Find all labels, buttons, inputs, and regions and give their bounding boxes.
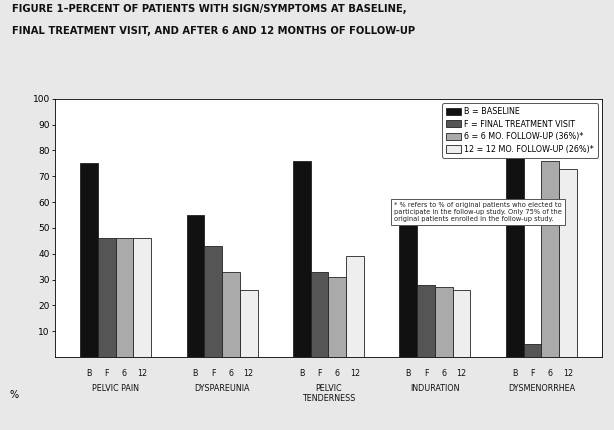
Text: F: F (104, 369, 109, 378)
Text: * % refers to % of original patients who elected to
participate in the follow-up: * % refers to % of original patients who… (394, 202, 562, 222)
Bar (133, 238, 151, 357)
Text: 12: 12 (456, 369, 467, 378)
Text: FIGURE 1–PERCENT OF PATIENTS WITH SIGN/SYMPTOMS AT BASELINE,: FIGURE 1–PERCENT OF PATIENTS WITH SIGN/S… (12, 4, 407, 14)
Bar (453, 290, 470, 357)
Text: B: B (512, 369, 518, 378)
Text: 12: 12 (244, 369, 254, 378)
Bar (559, 169, 577, 357)
Text: B: B (86, 369, 91, 378)
Text: DYSPAREUNIA: DYSPAREUNIA (194, 384, 250, 393)
Text: 6: 6 (335, 369, 340, 378)
Text: B: B (406, 369, 411, 378)
Text: PELVIC
TENDERNESS: PELVIC TENDERNESS (302, 384, 355, 403)
Text: F: F (530, 369, 535, 378)
Legend: B = BASELINE, F = FINAL TREATMENT VISIT, 6 = 6 MO. FOLLOW-UP (36%)*, 12 = 12 MO.: B = BASELINE, F = FINAL TREATMENT VISIT,… (442, 103, 597, 158)
Text: FINAL TREATMENT VISIT, AND AFTER 6 AND 12 MONTHS OF FOLLOW-UP: FINAL TREATMENT VISIT, AND AFTER 6 AND 1… (12, 26, 416, 36)
Text: B: B (193, 369, 198, 378)
Text: F: F (211, 369, 216, 378)
Text: 6: 6 (122, 369, 127, 378)
Bar (506, 132, 524, 357)
Text: %: % (10, 390, 19, 400)
Text: PELVIC PAIN: PELVIC PAIN (92, 384, 139, 393)
Bar (435, 287, 453, 357)
Bar (293, 161, 311, 357)
Text: INDURATION: INDURATION (410, 384, 460, 393)
Text: F: F (424, 369, 429, 378)
Text: F: F (317, 369, 322, 378)
Text: 6: 6 (228, 369, 233, 378)
Text: B: B (299, 369, 305, 378)
Bar (524, 344, 542, 357)
Bar (311, 272, 328, 357)
Bar (400, 212, 417, 357)
Text: 6: 6 (548, 369, 553, 378)
Text: DYSMENORRHEA: DYSMENORRHEA (508, 384, 575, 393)
Bar (222, 272, 240, 357)
Bar (80, 163, 98, 357)
Bar (542, 161, 559, 357)
Bar (204, 246, 222, 357)
Bar (240, 290, 257, 357)
Bar (417, 285, 435, 357)
Bar (328, 277, 346, 357)
Text: 12: 12 (563, 369, 573, 378)
Bar (187, 215, 204, 357)
Text: 12: 12 (137, 369, 147, 378)
Text: 6: 6 (441, 369, 446, 378)
Bar (115, 238, 133, 357)
Bar (98, 238, 115, 357)
Bar (346, 256, 364, 357)
Text: 12: 12 (350, 369, 360, 378)
